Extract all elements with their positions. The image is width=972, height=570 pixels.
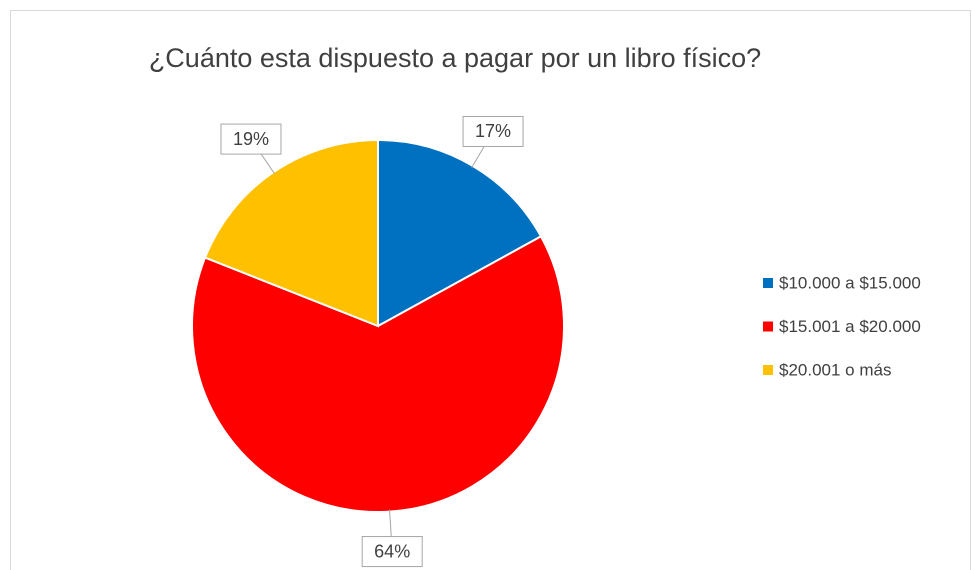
legend-swatch [763,365,773,375]
legend-swatch [763,321,773,332]
legend-label: $20.001 o más [779,360,891,379]
legend-label: $15.001 a $20.000 [779,317,921,336]
data-label-box [462,115,524,147]
data-label-box [361,536,423,568]
data-label: 19% [233,129,269,149]
data-label-box [220,123,282,155]
legend-swatch [763,278,773,288]
data-label: 17% [475,121,511,141]
data-label: 64% [374,541,410,561]
chart-title: ¿Cuánto esta dispuesto a pagar por un li… [149,43,761,73]
legend-label: $10.000 a $15.000 [779,273,921,292]
